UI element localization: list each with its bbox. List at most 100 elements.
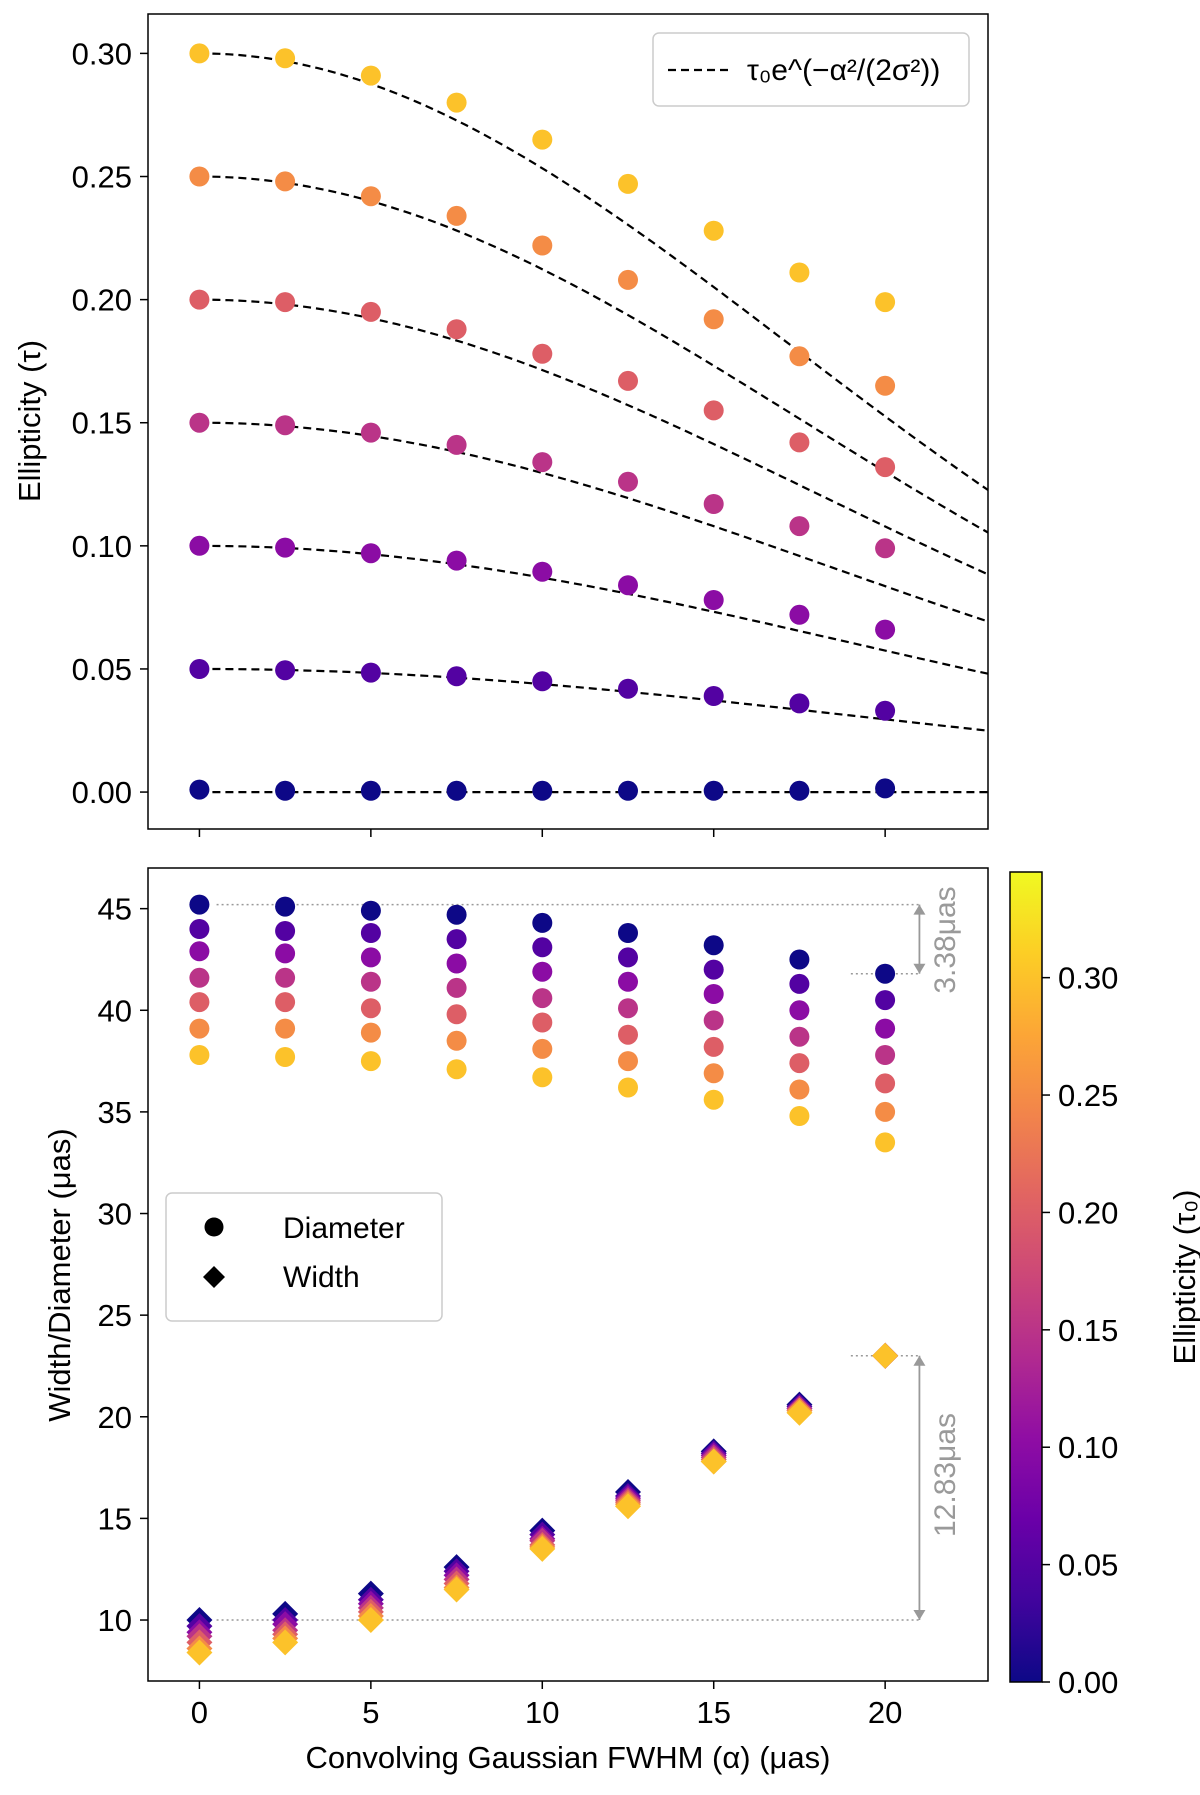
colorbar-tick-label: 0.00 bbox=[1058, 1665, 1118, 1700]
fit-curve-0.30 bbox=[199, 52, 989, 491]
width-point bbox=[700, 1448, 727, 1475]
ellipticity-point bbox=[360, 422, 381, 443]
arrow-head-icon bbox=[913, 1355, 926, 1366]
diameter-point bbox=[360, 923, 381, 943]
diameter-point bbox=[875, 990, 896, 1011]
top-fit-curves bbox=[199, 52, 989, 794]
legend-width-label: Width bbox=[283, 1261, 360, 1294]
ellipticity-point bbox=[875, 619, 896, 640]
diameter-point bbox=[875, 1132, 896, 1153]
diameter-point bbox=[360, 971, 381, 992]
ellipticity-point bbox=[446, 319, 467, 340]
bottom-y-tick-label: 10 bbox=[98, 1603, 132, 1638]
ellipticity-point bbox=[360, 301, 381, 322]
diameter-point bbox=[189, 967, 210, 988]
arrow-head-icon bbox=[913, 963, 926, 974]
top-y-tick-label: 0.25 bbox=[72, 160, 132, 195]
diameter-point bbox=[618, 1077, 638, 1098]
ellipticity-point bbox=[360, 65, 381, 86]
diameter-point bbox=[532, 1038, 553, 1059]
ellipticity-point bbox=[532, 343, 553, 364]
ellipticity-point bbox=[875, 538, 896, 559]
bottom-x-tick-label: 5 bbox=[362, 1695, 379, 1730]
ellipticity-point bbox=[789, 516, 810, 537]
top-plot-frame bbox=[147, 13, 989, 830]
diameter-point bbox=[875, 1101, 896, 1122]
fit-curve-0.05 bbox=[199, 667, 989, 732]
ellipticity-point bbox=[618, 269, 638, 290]
top-legend: τ₀e^(−α²/(2σ²)) bbox=[652, 32, 970, 107]
diameter-point bbox=[446, 904, 467, 925]
ellipticity-point bbox=[446, 92, 467, 113]
ellipticity-point bbox=[189, 535, 210, 556]
diameter-point bbox=[532, 912, 553, 933]
ellipticity-point bbox=[875, 778, 896, 799]
annotation-diameter-drop: 3.38μas bbox=[929, 886, 962, 993]
diameter-point bbox=[875, 963, 896, 984]
diameter-point bbox=[446, 977, 467, 998]
diameter-point bbox=[789, 1000, 810, 1021]
colorbar-tick-label: 0.15 bbox=[1058, 1313, 1118, 1348]
top-y-tick-label: 0.30 bbox=[72, 36, 132, 71]
ellipticity-point bbox=[789, 432, 810, 453]
diameter-point bbox=[189, 992, 210, 1013]
diameter-point bbox=[618, 1024, 638, 1045]
diameter-point bbox=[446, 929, 467, 950]
bottom-annotations: 3.38μas 12.83μas bbox=[929, 886, 962, 1537]
fit-curve-0.10 bbox=[199, 544, 989, 675]
colorbar-tick-label: 0.25 bbox=[1058, 1078, 1118, 1113]
colorbar-scale bbox=[1009, 871, 1043, 1683]
bottom-x-tick-label: 10 bbox=[525, 1695, 559, 1730]
width-point bbox=[272, 1629, 299, 1656]
legend-diameter-label: Diameter bbox=[283, 1212, 405, 1245]
diameter-point bbox=[446, 1059, 467, 1080]
bottom-y-tick-label: 25 bbox=[98, 1298, 132, 1333]
diameter-point bbox=[789, 1079, 810, 1100]
ellipticity-point bbox=[446, 666, 467, 687]
ellipticity-point bbox=[789, 693, 810, 714]
diameter-point bbox=[360, 1022, 381, 1043]
ellipticity-point bbox=[275, 171, 296, 192]
diameter-point bbox=[703, 959, 724, 980]
diameter-point bbox=[618, 1051, 638, 1072]
diameter-point bbox=[275, 1018, 296, 1039]
bottom-x-tick-label: 20 bbox=[868, 1695, 902, 1730]
bottom-legend-box bbox=[165, 1192, 443, 1322]
ellipticity-point bbox=[275, 292, 296, 313]
top-y-tick-label: 0.10 bbox=[72, 529, 132, 564]
diameter-point bbox=[446, 1004, 467, 1025]
diameter-point bbox=[875, 1045, 896, 1065]
top-y-axis-label: Ellipticity (τ) bbox=[12, 340, 47, 502]
diameter-point bbox=[703, 1036, 724, 1057]
top-legend-box bbox=[652, 32, 970, 107]
diameter-point bbox=[532, 1012, 553, 1033]
diameter-point bbox=[789, 1106, 810, 1126]
ellipticity-point bbox=[360, 543, 381, 564]
width-point bbox=[615, 1493, 641, 1520]
colorbar-tick-label: 0.05 bbox=[1058, 1548, 1118, 1583]
ellipticity-point bbox=[875, 700, 896, 721]
diameter-point bbox=[532, 937, 553, 958]
diameter-point bbox=[618, 923, 638, 943]
bottom-panel: 0 5 10 15 20 10 15 20 25 30 35 40 45 Convolving Gau… bbox=[42, 867, 989, 1775]
diameter-point bbox=[703, 1089, 724, 1110]
colorbar-tick-label: 0.30 bbox=[1058, 961, 1118, 996]
width-point bbox=[357, 1607, 384, 1634]
legend-diamond-icon bbox=[203, 1266, 225, 1288]
bottom-x-axis-label: Convolving Gaussian FWHM (α) (μas) bbox=[305, 1740, 830, 1775]
ellipticity-point bbox=[618, 471, 638, 492]
top-y-tick-label: 0.15 bbox=[72, 406, 132, 441]
ellipticity-point bbox=[446, 780, 467, 801]
width-point bbox=[529, 1535, 556, 1562]
fit-curve-0.20 bbox=[199, 298, 989, 576]
diameter-point bbox=[446, 1030, 467, 1051]
diameter-point bbox=[189, 1045, 210, 1065]
bottom-y-tick-label: 20 bbox=[98, 1400, 132, 1435]
diameter-point bbox=[703, 935, 724, 956]
top-y-tick-label: 0.00 bbox=[72, 775, 132, 810]
diameter-data-points bbox=[189, 894, 896, 1153]
ellipticity-point bbox=[275, 537, 296, 558]
top-y-tick-label: 0.05 bbox=[72, 652, 132, 687]
ellipticity-point bbox=[789, 262, 810, 283]
width-data-points bbox=[186, 1342, 899, 1666]
